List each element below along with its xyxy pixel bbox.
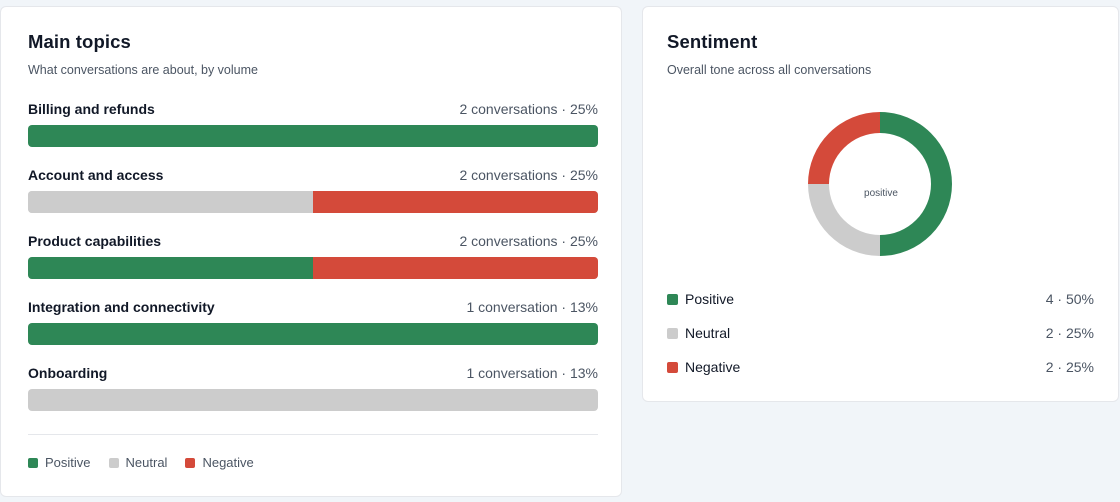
donut-slice-negative <box>808 112 880 184</box>
legend-item-positive: Positive <box>28 455 91 470</box>
legend-label-negative: Negative <box>202 455 254 470</box>
sentiment-value: 2 · 25% <box>1045 359 1094 375</box>
topic-name: Onboarding <box>28 365 108 381</box>
topic-meta: 2 conversations · 25% <box>459 101 598 117</box>
topic-name: Billing and refunds <box>28 101 155 117</box>
bar-segment-positive <box>28 257 313 279</box>
main-topics-subtitle: What conversations are about, by volume <box>28 63 258 77</box>
sentiment-row-neutral: Neutral 2 · 25% <box>667 325 1094 345</box>
topic-row: Account and access 2 conversations · 25% <box>28 167 598 227</box>
donut-slice-neutral <box>808 184 880 256</box>
bar-segment-neutral <box>28 191 313 213</box>
bar-segment-neutral <box>28 389 598 411</box>
sentiment-label: Positive <box>685 291 735 307</box>
topic-sentiment-bar <box>28 125 598 147</box>
topic-name: Product capabilities <box>28 233 162 249</box>
topic-sentiment-bar <box>28 323 598 345</box>
topic-name: Integration and connectivity <box>28 299 215 315</box>
sentiment-value: 2 · 25% <box>1045 325 1094 341</box>
topic-sentiment-bar <box>28 191 598 213</box>
legend-item-neutral: Neutral <box>108 455 168 470</box>
topic-row: Product capabilities 2 conversations · 25… <box>28 233 598 293</box>
topic-meta: 2 conversations · 25% <box>459 233 598 249</box>
donut-center-label: positive <box>864 188 898 199</box>
sentiment-donut-chart <box>808 112 952 256</box>
sentiment-label: Neutral <box>685 325 731 341</box>
positive-swatch-icon <box>28 457 38 468</box>
bar-segment-negative <box>313 257 598 279</box>
topic-meta: 2 conversations · 25% <box>459 167 598 183</box>
legend-item-negative: Negative <box>185 455 254 470</box>
legend-label-neutral: Neutral <box>125 455 168 470</box>
legend-divider <box>28 434 598 435</box>
sentiment-value: 4 · 50% <box>1045 291 1094 307</box>
negative-swatch-icon <box>185 457 196 468</box>
topic-meta: 1 conversation · 13% <box>466 299 598 315</box>
sentiment-card: Sentiment Overall tone across all conver… <box>642 6 1119 402</box>
topic-sentiment-bar <box>28 257 598 279</box>
negative-swatch-icon <box>667 362 678 373</box>
bar-segment-positive <box>28 125 598 147</box>
sentiment-label: Negative <box>685 359 741 375</box>
main-topics-title: Main topics <box>28 31 131 52</box>
topic-row: Billing and refunds 2 conversations · 25% <box>28 101 598 161</box>
topic-name: Account and access <box>28 167 164 183</box>
topics-legend: Positive Neutral Negative <box>28 455 254 470</box>
topic-sentiment-bar <box>28 389 598 411</box>
neutral-swatch-icon <box>108 457 119 468</box>
sentiment-row-negative: Negative 2 · 25% <box>667 359 1094 379</box>
positive-swatch-icon <box>667 294 678 305</box>
neutral-swatch-icon <box>667 328 678 339</box>
topic-row: Onboarding 1 conversation · 13% <box>28 365 598 425</box>
topic-meta: 1 conversation · 13% <box>466 365 598 381</box>
bar-segment-negative <box>313 191 598 213</box>
bar-segment-positive <box>28 323 598 345</box>
sentiment-subtitle: Overall tone across all conversations <box>667 63 872 77</box>
main-topics-card: Main topics What conversations are about… <box>0 6 622 497</box>
sentiment-row-positive: Positive 4 · 50% <box>667 291 1094 311</box>
topic-row: Integration and connectivity 1 conversati… <box>28 299 598 359</box>
sentiment-title: Sentiment <box>667 31 758 52</box>
donut-slice-positive <box>880 112 952 256</box>
legend-label-positive: Positive <box>45 455 91 470</box>
